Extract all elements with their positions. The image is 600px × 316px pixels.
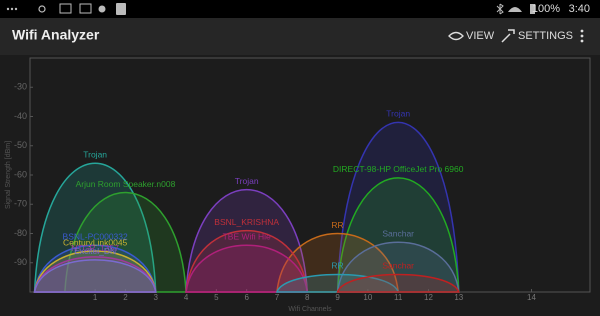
app-title: Wifi Analyzer — [12, 27, 100, 43]
network-label: CenturyLink0045 — [63, 237, 128, 247]
view-icon[interactable] — [448, 31, 464, 41]
network-label: Sanchar — [382, 229, 414, 239]
x-tick-label: 2 — [123, 293, 128, 302]
network-label: Trojan — [83, 150, 107, 160]
y-tick-label: -80 — [14, 228, 27, 238]
x-tick-label: 12 — [424, 293, 433, 302]
overflow-menu[interactable] — [580, 29, 584, 43]
view-button[interactable]: VIEW — [466, 30, 495, 42]
network-arch — [336, 177, 460, 293]
x-tick-label: 8 — [305, 293, 310, 302]
x-tick-label: 13 — [454, 293, 463, 302]
settings-icon[interactable] — [501, 29, 515, 43]
network-arch — [33, 162, 157, 293]
network-arch — [185, 188, 309, 293]
network-arch — [64, 191, 187, 293]
app-bar — [0, 18, 600, 55]
network-arch — [185, 244, 309, 293]
network-label: BSNL-PC000332 — [63, 231, 128, 241]
network-arch — [336, 241, 460, 293]
y-tick-label: -40 — [14, 111, 27, 121]
time: 3:40 — [569, 3, 590, 15]
network-label: RR — [331, 220, 343, 230]
network-arch — [275, 273, 400, 293]
status-bar — [0, 0, 600, 18]
y-tick-label: -90 — [14, 257, 27, 267]
network-arch — [185, 230, 309, 293]
settings-button[interactable]: SETTINGS — [518, 30, 573, 42]
network-label: TBE Wifi Hie — [223, 231, 271, 241]
network-label: NTGR_1357 — [71, 243, 119, 253]
plot: -30-40-50-60-70-80-901 2 3 4 5 6 7 8 9 10 11 12 13 14… — [5, 82, 537, 313]
network-label: Sanchar — [382, 261, 414, 271]
network-arch — [33, 259, 157, 293]
x-tick-label: 1 — [93, 293, 98, 302]
network-label: RR — [331, 261, 343, 271]
y-axis-label: Signal Strength [dBm] — [5, 141, 12, 209]
y-tick-label: -30 — [14, 82, 27, 92]
x-tick-label: 7 — [275, 293, 280, 302]
network-label: Trojan — [235, 176, 259, 186]
battery: 100% — [532, 3, 560, 15]
x-tick-label: 6 — [244, 293, 249, 302]
x-tick-label: 10 — [363, 293, 372, 302]
x-tick-label: 11 — [394, 293, 403, 302]
network-label: DIRECT-98-HP OfficeJet Pro 6960 — [333, 164, 464, 174]
network-label: Excitel_DN — [74, 246, 116, 256]
network-label: Trojan — [386, 109, 410, 119]
x-tick-label: 3 — [154, 293, 159, 302]
x-tick-label: 14 — [527, 293, 536, 302]
network-label: Arjun Room Speaker.n008 — [76, 179, 176, 189]
x-tick-label: 5 — [214, 293, 219, 302]
y-tick-label: -60 — [14, 169, 27, 179]
network-arch — [336, 273, 460, 293]
y-tick-label: -50 — [14, 140, 27, 150]
status-icons — [6, 3, 535, 15]
x-tick-label: 4 — [184, 293, 189, 302]
network-label: BSNL_KRISHNA — [214, 217, 279, 227]
y-tick-label: -70 — [14, 199, 27, 209]
x-axis-label: Wifi Channels — [288, 306, 332, 313]
x-tick-label: 9 — [335, 293, 340, 302]
